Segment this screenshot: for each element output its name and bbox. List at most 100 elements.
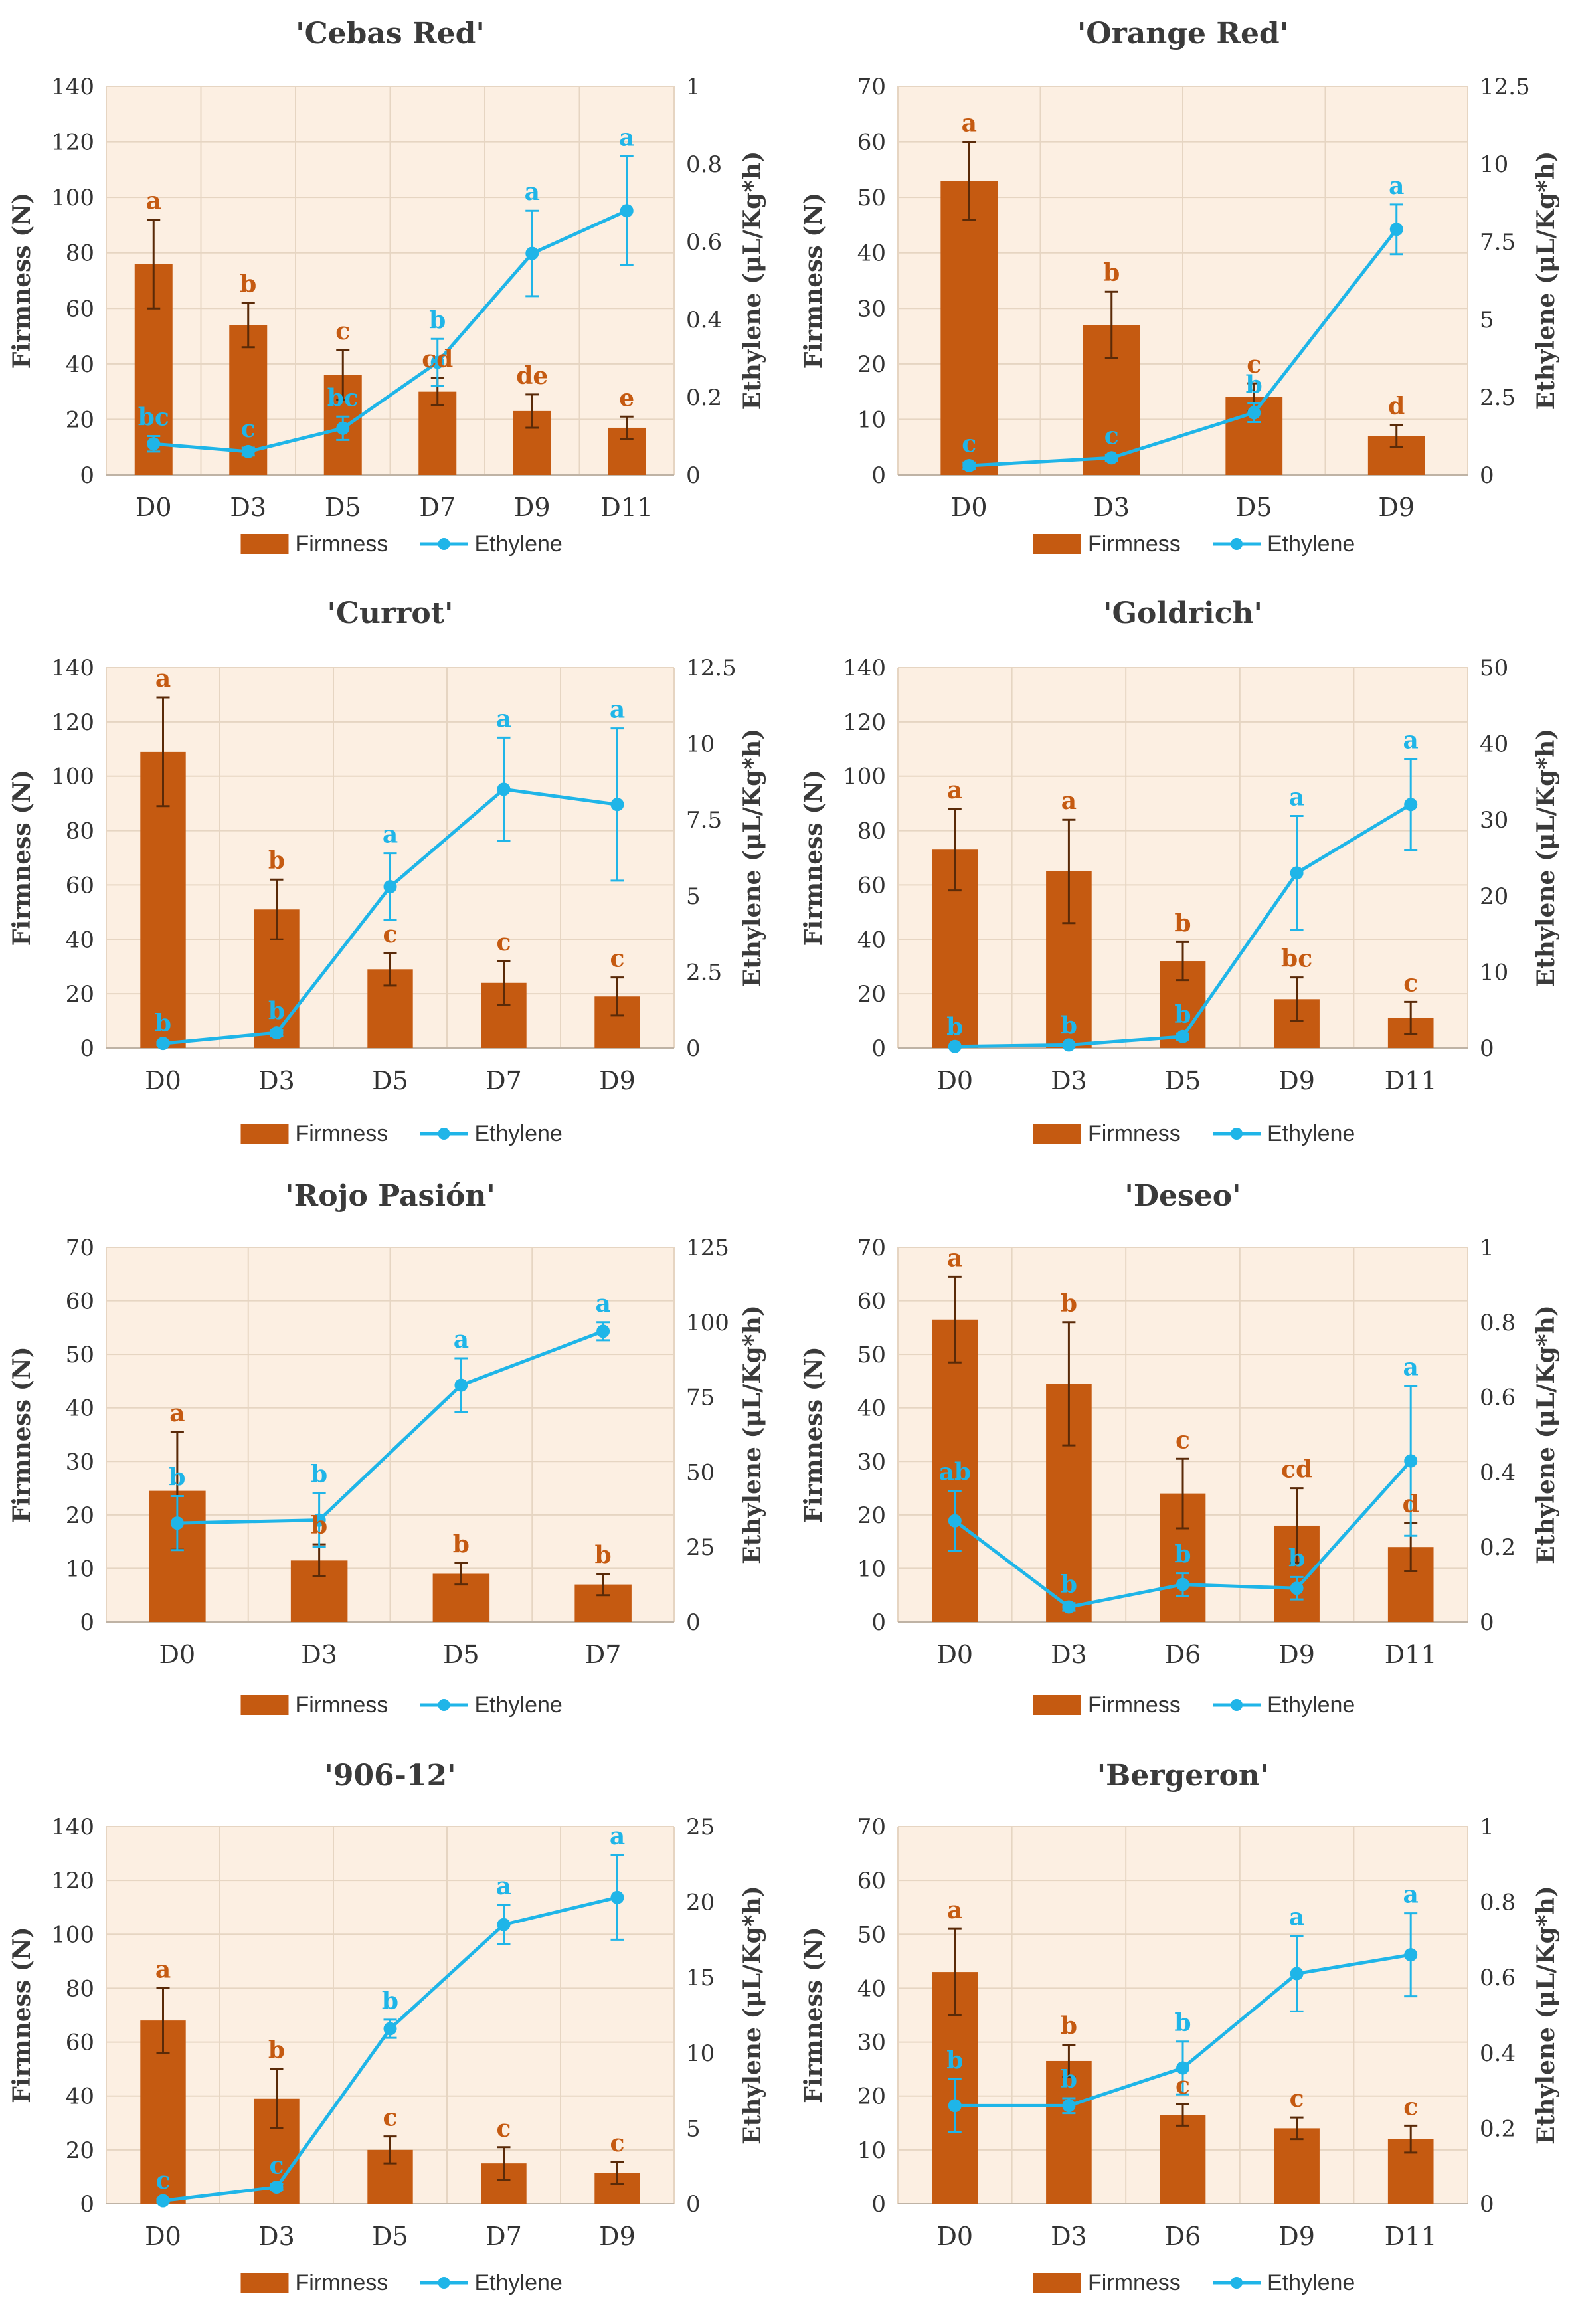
ethylene-point [1176, 1029, 1189, 1043]
x-tick-label: D5 [372, 2222, 408, 2251]
firmness-significance-label: a [169, 1399, 185, 1427]
x-tick-label: D11 [1385, 2222, 1437, 2251]
firmness-significance-label: b [240, 270, 256, 298]
y1-tick-label: 100 [51, 185, 94, 211]
y2-tick-label: 0.6 [686, 229, 722, 256]
y1-axis-title: Firmness (N) [800, 770, 828, 946]
x-tick-label: D7 [485, 2222, 522, 2251]
y2-tick-label: 50 [1480, 655, 1508, 681]
chart-title: 'Bergeron' [1097, 1759, 1269, 1793]
y2-tick-label: 0.8 [686, 151, 722, 178]
chart-title: 'Cebas Red' [296, 17, 485, 50]
y1-tick-label: 140 [51, 74, 94, 100]
ethylene-point [454, 1378, 468, 1392]
ethylene-point [497, 782, 511, 796]
y1-tick-label: 0 [80, 1609, 94, 1636]
ethylene-point [147, 437, 161, 451]
y1-tick-label: 50 [857, 1342, 886, 1368]
y1-tick-label: 100 [843, 764, 886, 790]
y1-tick-label: 0 [871, 1609, 886, 1636]
legend-ethylene-marker [1231, 1128, 1243, 1140]
y1-axis-title: Firmness (N) [8, 193, 36, 369]
ethylene-point [336, 421, 350, 435]
chart-title: 'Currot' [327, 596, 454, 630]
ethylene-significance-label: ab [939, 1459, 972, 1486]
y1-tick-label: 120 [51, 130, 94, 156]
ethylene-point [1290, 1967, 1304, 1981]
ethylene-point [270, 2181, 284, 2194]
firmness-significance-label: a [947, 1896, 962, 1924]
ethylene-significance-label: b [1061, 1012, 1077, 1039]
legend-firmness-label: Firmness [1088, 531, 1181, 557]
y1-tick-label: 20 [857, 351, 886, 378]
y2-tick-label: 0.4 [1480, 1459, 1516, 1486]
x-tick-label: D6 [1165, 2222, 1201, 2251]
y2-tick-label: 12.5 [686, 655, 737, 681]
y1-tick-label: 80 [857, 818, 886, 845]
y1-tick-label: 70 [857, 1235, 886, 1261]
x-tick-label: D5 [1236, 493, 1272, 522]
ethylene-significance-label: bc [138, 404, 169, 432]
ethylene-significance-label: a [454, 1326, 469, 1354]
legend-ethylene-label: Ethylene [475, 2270, 563, 2295]
y2-tick-label: 0.4 [1480, 2040, 1516, 2067]
ethylene-significance-label: b [1174, 2009, 1191, 2037]
y1-tick-label: 140 [51, 1814, 94, 1840]
firmness-bar [1274, 2128, 1320, 2204]
ethylene-significance-label: b [311, 1461, 327, 1488]
firmness-bar [940, 181, 998, 475]
firmness-significance-label: c [497, 2115, 511, 2143]
ethylene-point [430, 355, 444, 369]
y2-axis-title: Ethylene (μL/Kg*h) [1532, 729, 1560, 988]
y1-tick-label: 40 [857, 927, 886, 953]
y1-tick-label: 60 [66, 2030, 94, 2056]
ethylene-significance-label: a [1403, 727, 1419, 755]
x-tick-label: D7 [585, 1640, 622, 1669]
x-tick-label: D9 [599, 2222, 636, 2251]
firmness-significance-label: b [1103, 259, 1120, 287]
ethylene-significance-label: c [156, 2167, 171, 2194]
firmness-significance-label: a [947, 776, 962, 804]
x-tick-label: D0 [951, 493, 988, 522]
x-tick-label: D11 [600, 493, 653, 522]
ethylene-significance-label: a [1403, 1881, 1419, 1909]
ethylene-point [156, 1037, 170, 1051]
ethylene-significance-label: b [429, 306, 446, 334]
y1-tick-label: 0 [80, 462, 94, 489]
legend-ethylene-marker [438, 538, 450, 550]
y2-tick-label: 0 [686, 1609, 701, 1636]
legend-firmness-swatch [1033, 2273, 1081, 2293]
y2-tick-label: 5 [686, 883, 701, 910]
ethylene-point [610, 798, 624, 812]
ethylene-point [1176, 1577, 1189, 1591]
x-tick-label: D0 [936, 2222, 973, 2251]
y1-tick-label: 60 [66, 296, 94, 322]
ethylene-significance-label: c [962, 430, 976, 458]
ethylene-point [1104, 451, 1118, 465]
y2-tick-label: 20 [1480, 883, 1508, 910]
y2-tick-label: 0 [1480, 2191, 1494, 2218]
y2-tick-label: 7.5 [1480, 229, 1516, 256]
firmness-significance-label: c [497, 929, 511, 956]
firmness-significance-label: c [1403, 2093, 1418, 2121]
y2-tick-label: 2.5 [1480, 385, 1516, 411]
x-tick-label: D0 [145, 2222, 181, 2251]
legend-firmness-swatch [240, 1124, 289, 1144]
y2-axis-title: Ethylene (μL/Kg*h) [739, 1886, 766, 2145]
y1-tick-label: 60 [857, 1289, 886, 1315]
legend-firmness-swatch [1033, 534, 1081, 554]
y2-tick-label: 50 [686, 1459, 715, 1486]
ethylene-significance-label: b [1061, 1571, 1077, 1599]
y1-tick-label: 40 [857, 240, 886, 267]
legend-ethylene-marker [438, 1699, 450, 1711]
x-tick-label: D3 [1051, 1066, 1087, 1095]
y2-axis-title: Ethylene (μL/Kg*h) [739, 729, 766, 988]
y2-tick-label: 10 [686, 2040, 715, 2067]
y1-tick-label: 80 [66, 240, 94, 267]
ethylene-point [948, 2099, 962, 2113]
chart-panel-8: 'Bergeron' 0 10 20 30 40 50 60 70 0 0.2 0.4 0.6 0.8 1 D… [800, 1759, 1560, 2295]
firmness-significance-label: c [383, 2104, 398, 2132]
y1-tick-label: 60 [857, 872, 886, 899]
chart-panel-1: 'Cebas Red' 0 20 40 60 80 100 120 140 0 0.2 0.4 0.6 0… [8, 17, 766, 557]
x-tick-label: D9 [514, 493, 551, 522]
